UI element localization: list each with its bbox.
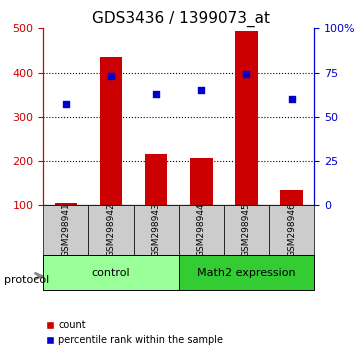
Point bbox=[289, 96, 295, 102]
Text: control: control bbox=[92, 268, 130, 278]
Text: GSM298943: GSM298943 bbox=[152, 203, 161, 257]
FancyBboxPatch shape bbox=[179, 205, 224, 255]
Bar bbox=[280, 190, 303, 205]
Text: protocol: protocol bbox=[4, 275, 49, 285]
FancyBboxPatch shape bbox=[43, 205, 88, 255]
FancyBboxPatch shape bbox=[269, 205, 314, 255]
FancyBboxPatch shape bbox=[134, 205, 179, 255]
Text: GSM298946: GSM298946 bbox=[287, 203, 296, 257]
FancyBboxPatch shape bbox=[43, 255, 179, 290]
Legend: count, percentile rank within the sample: count, percentile rank within the sample bbox=[41, 316, 227, 349]
FancyBboxPatch shape bbox=[88, 205, 134, 255]
Bar bbox=[190, 158, 213, 205]
Point bbox=[63, 102, 69, 107]
Bar bbox=[235, 32, 258, 205]
Bar bbox=[55, 203, 77, 205]
Text: GSM298945: GSM298945 bbox=[242, 203, 251, 257]
Text: GDS3436 / 1399073_at: GDS3436 / 1399073_at bbox=[91, 11, 270, 27]
Point bbox=[199, 87, 204, 93]
Point bbox=[108, 73, 114, 79]
Bar bbox=[145, 154, 168, 205]
FancyBboxPatch shape bbox=[179, 255, 314, 290]
Bar bbox=[100, 57, 122, 205]
Text: GSM298942: GSM298942 bbox=[106, 203, 116, 257]
Text: GSM298941: GSM298941 bbox=[61, 203, 70, 257]
Text: GSM298944: GSM298944 bbox=[197, 203, 206, 257]
Point bbox=[243, 72, 249, 77]
Text: Math2 expression: Math2 expression bbox=[197, 268, 296, 278]
FancyBboxPatch shape bbox=[224, 205, 269, 255]
Point bbox=[153, 91, 159, 97]
